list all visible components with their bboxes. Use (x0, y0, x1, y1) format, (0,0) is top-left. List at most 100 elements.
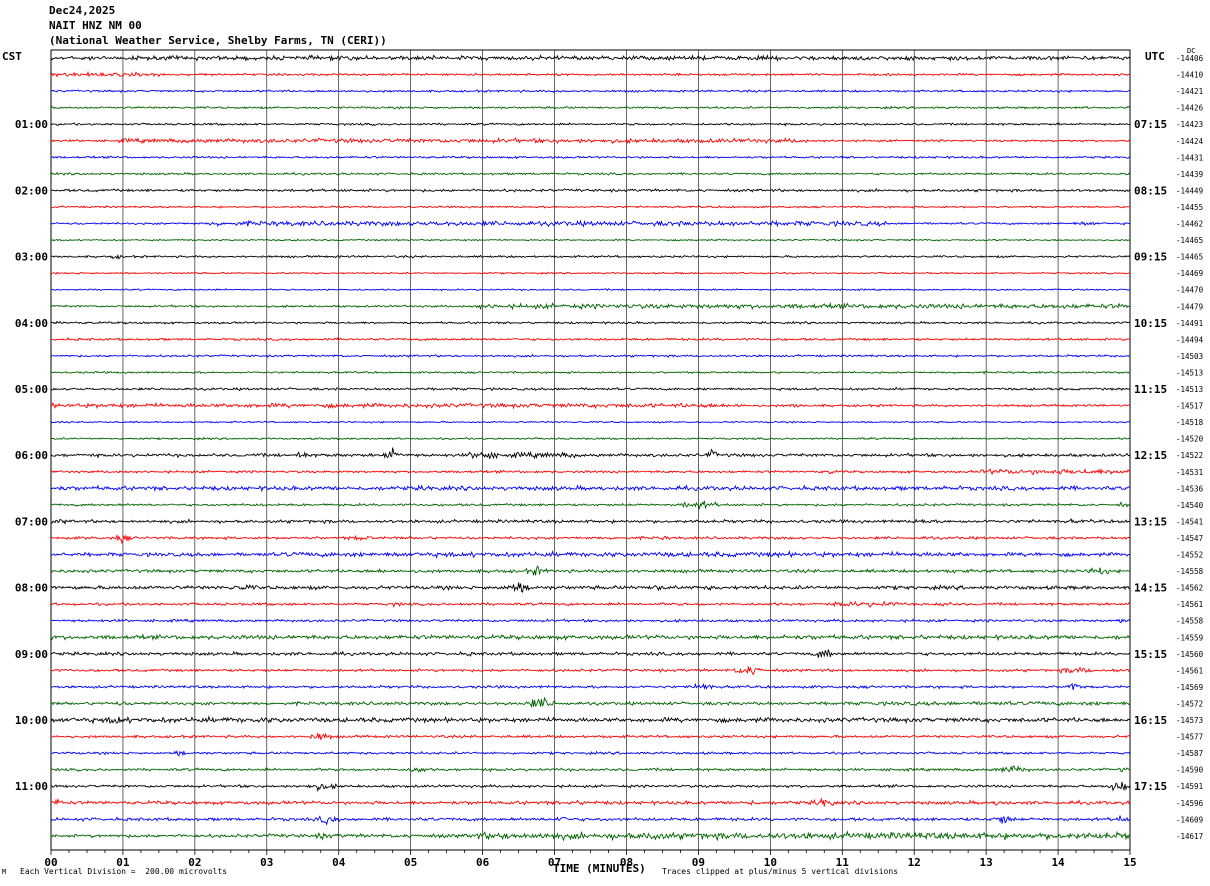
dc-offset-label: -14439 (1176, 170, 1203, 179)
dc-offset-label: -14559 (1176, 633, 1203, 642)
right-hour-label: 07:15 (1134, 118, 1167, 131)
dc-offset-label: -14421 (1176, 87, 1203, 96)
seismic-trace-48 (51, 830, 1131, 842)
right-hour-label: 16:15 (1134, 714, 1167, 727)
dc-offset-label: -14449 (1176, 186, 1203, 195)
dc-offset-label: -14465 (1176, 253, 1203, 262)
dc-offset-label: -14587 (1176, 749, 1203, 758)
dc-offset-label: -14552 (1176, 551, 1203, 560)
seismic-trace-28 (50, 500, 1131, 510)
x-tick-label: 08 (620, 856, 633, 869)
dc-offset-label: -14541 (1176, 517, 1203, 526)
dc-offset-label: -14562 (1176, 584, 1203, 593)
dc-offset-label: -14596 (1176, 799, 1204, 808)
seismic-trace-15 (50, 288, 1130, 292)
seismic-trace-1 (50, 53, 1131, 62)
seismic-trace-40 (50, 696, 1131, 708)
dc-offset-label: -14577 (1176, 733, 1203, 742)
dc-offset-label: -14561 (1176, 666, 1203, 675)
seismic-trace-18 (50, 337, 1131, 342)
seismic-trace-9 (50, 187, 1131, 193)
seismic-trace-14 (50, 271, 1130, 275)
dc-offset-label: -14455 (1176, 203, 1203, 212)
left-hour-label: 10:00 (15, 714, 48, 727)
seismic-trace-26 (50, 467, 1131, 476)
seismic-trace-29 (50, 517, 1131, 525)
right-hour-label: 11:15 (1134, 383, 1167, 396)
dc-offset-label: -14569 (1176, 683, 1203, 692)
seismic-trace-20 (50, 370, 1131, 375)
dc-offset-label: -14503 (1176, 352, 1203, 361)
plot-frame (50, 49, 1131, 851)
left-hour-label: 04:00 (15, 317, 48, 330)
left-timezone-label: CST (2, 50, 22, 63)
dc-offset-label: -14591 (1176, 782, 1203, 791)
clipping-note: Traces clipped at plus/minus 5 vertical … (662, 867, 899, 876)
x-tick-label: 03 (260, 856, 273, 869)
right-hour-label: 12:15 (1134, 449, 1167, 462)
seismic-trace-24 (50, 436, 1131, 441)
dc-offset-label: -14617 (1176, 832, 1203, 841)
date-label: Dec24,2025 (49, 4, 116, 17)
seismic-trace-7 (50, 155, 1131, 160)
right-hour-label: 09:15 (1134, 251, 1167, 264)
dc-offset-label: -14469 (1176, 269, 1203, 278)
dc-offset-label: -14560 (1176, 650, 1204, 659)
seismic-trace-10 (50, 205, 1131, 209)
x-tick-label: 10 (764, 856, 777, 869)
dc-offset-label: -14465 (1176, 236, 1203, 245)
network-label: (National Weather Service, Shelby Farms,… (49, 34, 387, 47)
left-hour-label: 05:00 (15, 383, 48, 396)
dc-offset-label: -14491 (1176, 319, 1203, 328)
left-hour-label: 07:00 (15, 515, 48, 528)
seismic-trace-8 (50, 171, 1131, 176)
dc-offset-label: -14520 (1176, 435, 1204, 444)
right-timezone-label: UTC (1145, 50, 1165, 63)
seismic-trace-6 (50, 137, 1131, 145)
left-hour-label: 01:00 (15, 118, 48, 131)
x-tick-label: 04 (332, 856, 346, 869)
dc-offset-label: -14572 (1176, 699, 1203, 708)
dc-offset-label: -14590 (1176, 766, 1204, 775)
left-hour-label: 11:00 (15, 780, 48, 793)
footer-mark: M (2, 868, 7, 876)
dc-offset-label: -14547 (1176, 534, 1203, 543)
seismic-trace-3 (50, 89, 1131, 94)
dc-offset-label: -14540 (1176, 501, 1204, 510)
seismic-trace-47 (50, 815, 1131, 826)
dc-offset-label: -14536 (1176, 484, 1204, 493)
dc-offset-label: -14470 (1176, 286, 1204, 295)
seismic-trace-11 (50, 219, 1131, 228)
dc-offset-label: -14424 (1176, 137, 1204, 146)
dc-offset-label: -14406 (1176, 54, 1204, 63)
dc-offset-label: -14513 (1176, 385, 1203, 394)
seismic-trace-4 (50, 105, 1131, 110)
seismic-trace-41 (50, 715, 1131, 725)
left-hour-label: 09:00 (15, 648, 48, 661)
seismic-trace-13 (50, 253, 1131, 260)
x-tick-label: 11 (836, 856, 850, 869)
vertical-division-note: Each Vertical Division = 200.00 microvol… (20, 867, 228, 876)
seismic-trace-37 (50, 649, 1131, 658)
seismic-trace-2 (50, 70, 1131, 78)
x-tick-label: 14 (1051, 856, 1065, 869)
seismic-trace-42 (50, 732, 1131, 740)
seismic-trace-5 (50, 122, 1131, 127)
x-tick-label: 13 (980, 856, 993, 869)
dc-offset-label: -14558 (1176, 617, 1204, 626)
seismic-trace-27 (50, 484, 1131, 493)
dc-offset-label: -14423 (1176, 120, 1203, 129)
seismic-trace-46 (50, 797, 1131, 807)
x-tick-label: 05 (404, 856, 417, 869)
seismic-trace-36 (50, 633, 1131, 642)
dc-offset-header: DC (1187, 47, 1196, 55)
right-hour-label: 17:15 (1134, 780, 1167, 793)
x-tick-label: 07 (548, 856, 561, 869)
seismic-trace-33 (50, 582, 1131, 593)
dc-offset-label: -14561 (1176, 600, 1203, 609)
right-hour-label: 10:15 (1134, 317, 1167, 330)
x-tick-label: 02 (188, 856, 201, 869)
dc-offset-label: -14431 (1176, 153, 1203, 162)
x-tick-label: 00 (44, 856, 57, 869)
